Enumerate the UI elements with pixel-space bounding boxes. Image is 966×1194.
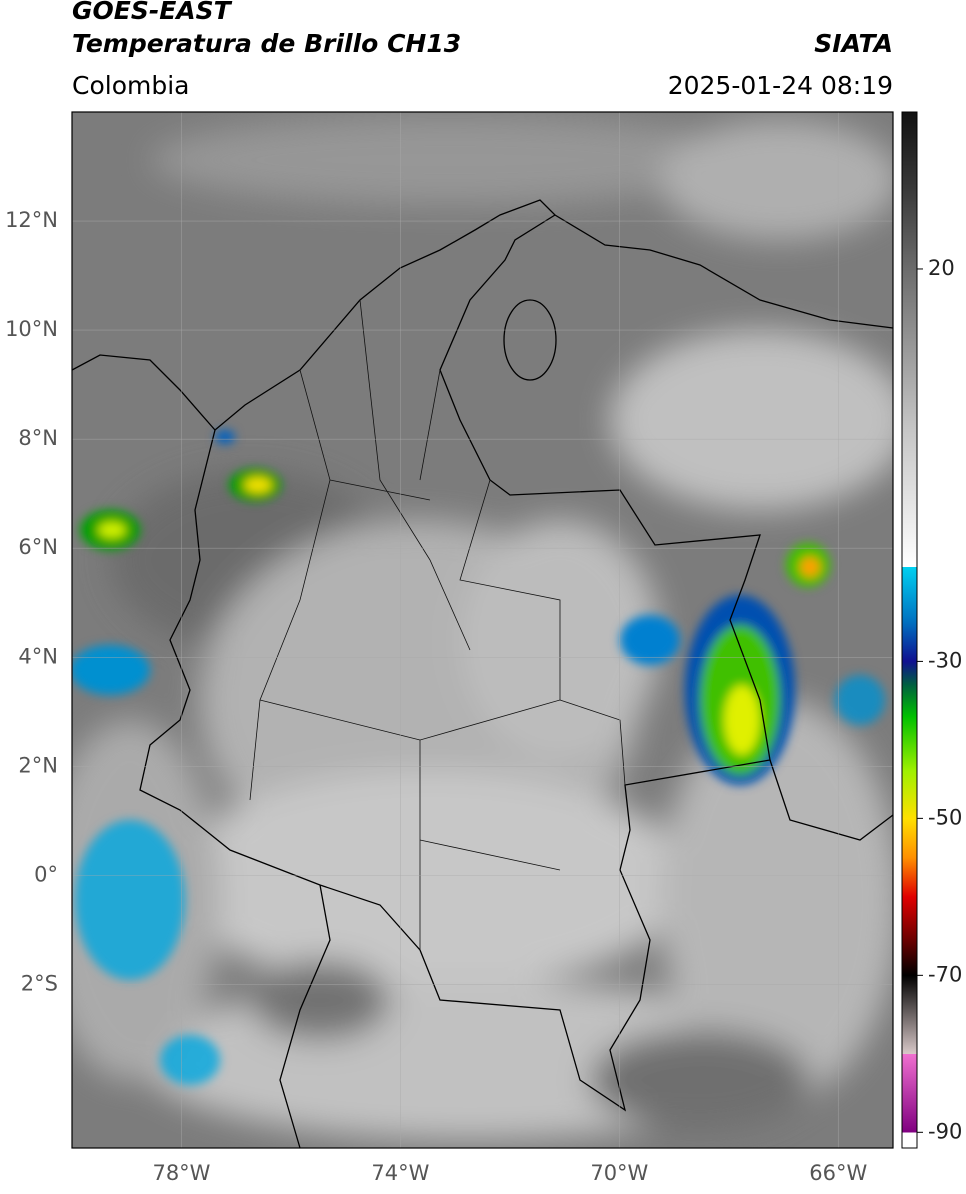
lake [503, 299, 557, 381]
colorbar-tick-label: -70 [928, 962, 962, 986]
coastline [72, 199, 893, 431]
colorbar-tick-label: -90 [928, 1119, 962, 1143]
satellite-image [72, 112, 893, 1148]
lon-tick-label: 74°W [371, 1161, 429, 1185]
lat-tick-label: 2°S [21, 971, 58, 995]
colorbar-tick-label: 20 [928, 256, 955, 280]
department-borders [249, 299, 626, 950]
colorbar-tick-label: -50 [928, 805, 962, 829]
lat-tick-label: 2°N [18, 753, 58, 777]
lat-tick-label: 4°N [18, 644, 58, 668]
source: SIATA [814, 29, 893, 58]
lat-tick-label: 8°N [18, 426, 58, 450]
colorbar-tick-label: -30 [928, 648, 962, 672]
lat-tick-label: 6°N [18, 535, 58, 559]
lon-tick-label: 70°W [590, 1161, 648, 1185]
country-border [279, 759, 893, 1148]
title: GOES-EAST [72, 0, 233, 25]
country-border [139, 214, 771, 1112]
lat-tick-label: 10°N [5, 317, 58, 341]
lat-tick-label: 0° [34, 862, 58, 886]
region: Colombia [72, 71, 189, 100]
lon-tick-label: 78°W [152, 1161, 210, 1185]
datetime: 2025-01-24 08:19 [668, 71, 893, 100]
lon-tick-label: 66°W [809, 1161, 867, 1185]
map-frame [71, 111, 894, 1149]
lat-tick-label: 12°N [5, 208, 58, 232]
subtitle: Temperatura de Brillo CH13 [72, 29, 461, 58]
colorbar [901, 111, 918, 1149]
